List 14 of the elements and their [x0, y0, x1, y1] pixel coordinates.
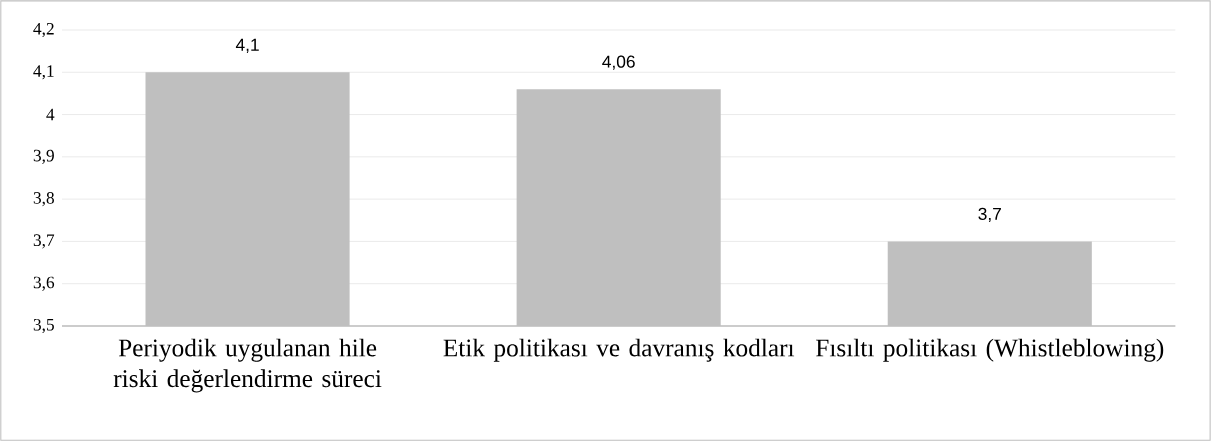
y-tick-label: 4 — [46, 108, 55, 121]
y-tick-label: 3,5 — [33, 318, 54, 334]
x-tick-label: Fısıltı politikası (Whistleblowing) — [815, 338, 1164, 362]
data-label: 4,1 — [235, 38, 259, 53]
y-tick-label: 4,1 — [33, 65, 54, 80]
x-tick-label: Periyodik uygulanan hile riski değerlendirme süreci — [113, 338, 382, 393]
data-label: 4,06 — [602, 55, 635, 70]
x-tick-label: Etik politikası ve davranış kodları — [443, 338, 795, 362]
y-tick-label: 4,2 — [33, 22, 54, 38]
y-tick-label: 3,9 — [33, 149, 54, 164]
y-tick-label: 3,6 — [33, 276, 55, 291]
y-tick-label: 3,8 — [33, 192, 54, 207]
data-label: 3,7 — [978, 207, 1001, 223]
y-tick-label: 3,7 — [33, 234, 55, 249]
